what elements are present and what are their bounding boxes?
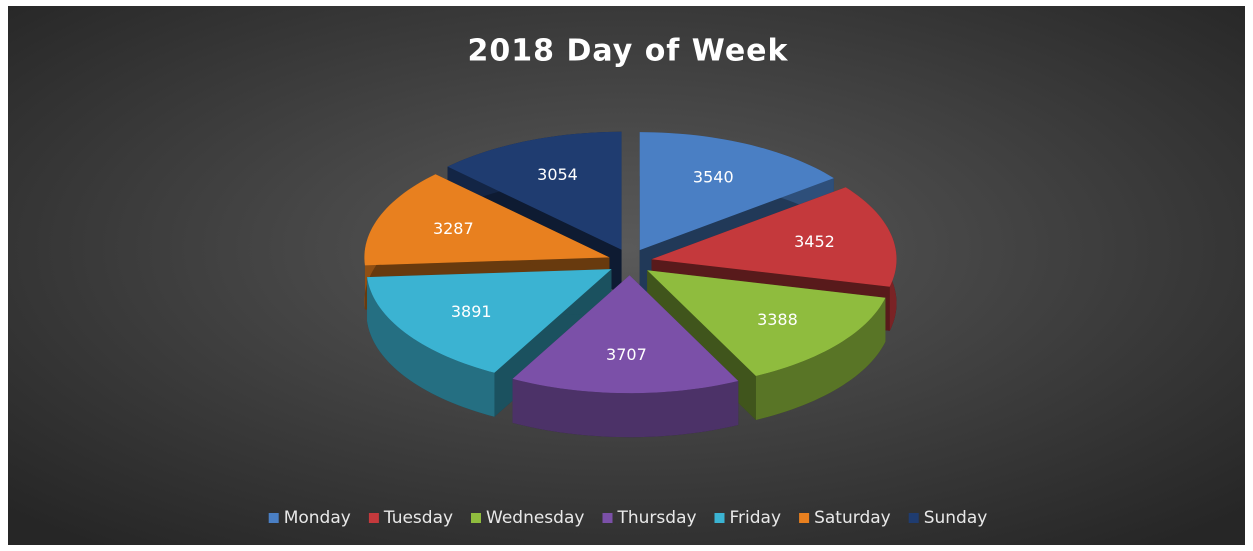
slice <box>367 269 612 373</box>
data-label: 3891 <box>451 302 492 321</box>
legend-item: Tuesday <box>368 508 453 528</box>
slice <box>647 270 886 376</box>
chart-title: 2018 Day of Week <box>468 34 789 69</box>
data-label: 3054 <box>537 165 578 184</box>
chart-background <box>8 6 1245 545</box>
slice-wall <box>367 277 495 417</box>
slice <box>639 132 834 251</box>
legend-marker <box>602 513 613 523</box>
legend-item: Sunday <box>908 508 988 528</box>
slice <box>651 187 897 287</box>
legend-marker <box>471 513 481 523</box>
legend-item: Friday <box>714 508 782 528</box>
slice <box>447 131 622 250</box>
legend-label: Sunday <box>924 508 988 528</box>
data-label: 3540 <box>693 168 734 187</box>
legend-label: Saturday <box>814 508 891 528</box>
data-label: 3287 <box>433 219 474 238</box>
legend-label: Tuesday <box>383 508 453 528</box>
legend-label: Friday <box>730 508 782 528</box>
legend-marker <box>799 513 810 523</box>
legend-item: Saturday <box>799 508 891 528</box>
legend-marker <box>714 513 725 523</box>
pie: 3540 3452 3388 3707 3891 3287 3054 <box>364 131 897 438</box>
data-label: 3388 <box>757 310 798 329</box>
legend-marker <box>908 513 919 523</box>
slice <box>364 174 610 266</box>
legend-label: Thursday <box>617 508 697 528</box>
slice-wall <box>755 297 886 420</box>
slice <box>512 275 739 394</box>
legend-marker <box>368 513 379 523</box>
legend: Monday Tuesday Wednesday Thursday Friday Satu… <box>268 508 988 528</box>
data-label: 3707 <box>606 345 647 364</box>
legend-item: Monday <box>268 508 351 528</box>
legend-item: Wednesday <box>471 508 584 528</box>
legend-label: Monday <box>284 508 351 528</box>
legend-item: Thursday <box>602 508 697 528</box>
legend-label: Wednesday <box>486 508 584 528</box>
data-label: 3452 <box>794 232 835 251</box>
slice-wall <box>512 378 739 438</box>
legend-marker <box>268 513 279 523</box>
